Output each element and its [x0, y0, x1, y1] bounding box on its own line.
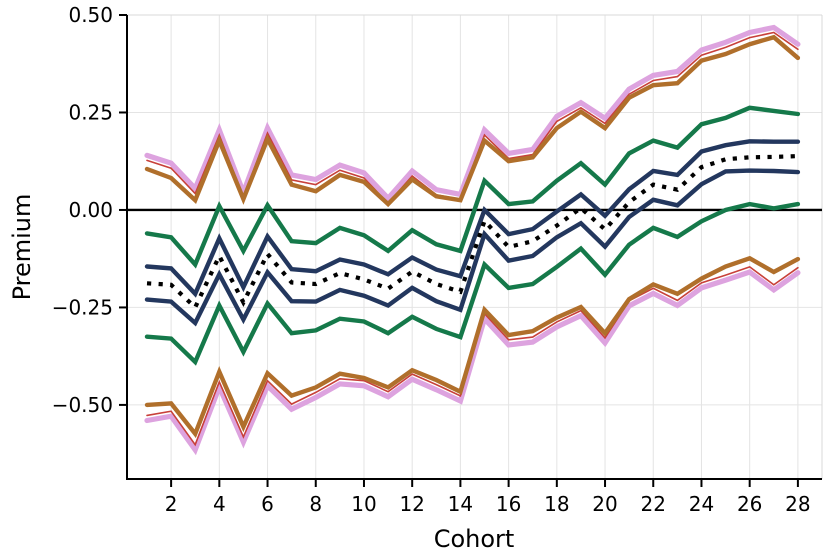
y-tick-label: −0.25: [52, 295, 113, 319]
series-pink-upper: [144, 24, 801, 203]
x-tick-label: 6: [261, 492, 274, 516]
y-axis-label: Premium: [8, 194, 36, 301]
x-tick-label: 18: [544, 492, 569, 516]
x-tick-label: 28: [785, 492, 810, 516]
series-layer: [127, 24, 822, 456]
y-tick-label: 0.00: [68, 198, 113, 222]
tick-label-layer: 2 4 6 8 10 12 14 16 18 20 22 24 26 280.500.250.00−0.2…: [52, 3, 811, 516]
x-tick-label: 2: [165, 492, 178, 516]
series-navy-upper: [144, 139, 801, 298]
x-tick-label: 20: [592, 492, 617, 516]
axes-layer: [119, 14, 822, 487]
y-tick-label: 0.25: [68, 100, 113, 124]
x-tick-label: 22: [641, 492, 666, 516]
series-red-upper: [146, 31, 799, 205]
x-tick-label: 10: [351, 492, 376, 516]
series-green-upper: [144, 105, 801, 269]
y-tick-label: −0.50: [52, 393, 113, 417]
x-tick-label: 24: [689, 492, 714, 516]
series-pink-lower: [144, 269, 801, 456]
series-brown-lower: [144, 255, 801, 439]
series-green-lower: [144, 201, 801, 366]
x-axis-label: Cohort: [434, 525, 515, 553]
x-tick-label: 16: [496, 492, 521, 516]
x-tick-label: 4: [213, 492, 226, 516]
x-tick-label: 14: [448, 492, 473, 516]
x-tick-label: 12: [399, 492, 424, 516]
series-median-dotted: [146, 154, 798, 311]
series-brown-upper: [144, 34, 801, 208]
x-tick-label: 8: [309, 492, 322, 516]
series-navy-lower: [144, 168, 801, 327]
y-tick-label: 0.50: [68, 3, 113, 27]
x-tick-label: 26: [737, 492, 762, 516]
